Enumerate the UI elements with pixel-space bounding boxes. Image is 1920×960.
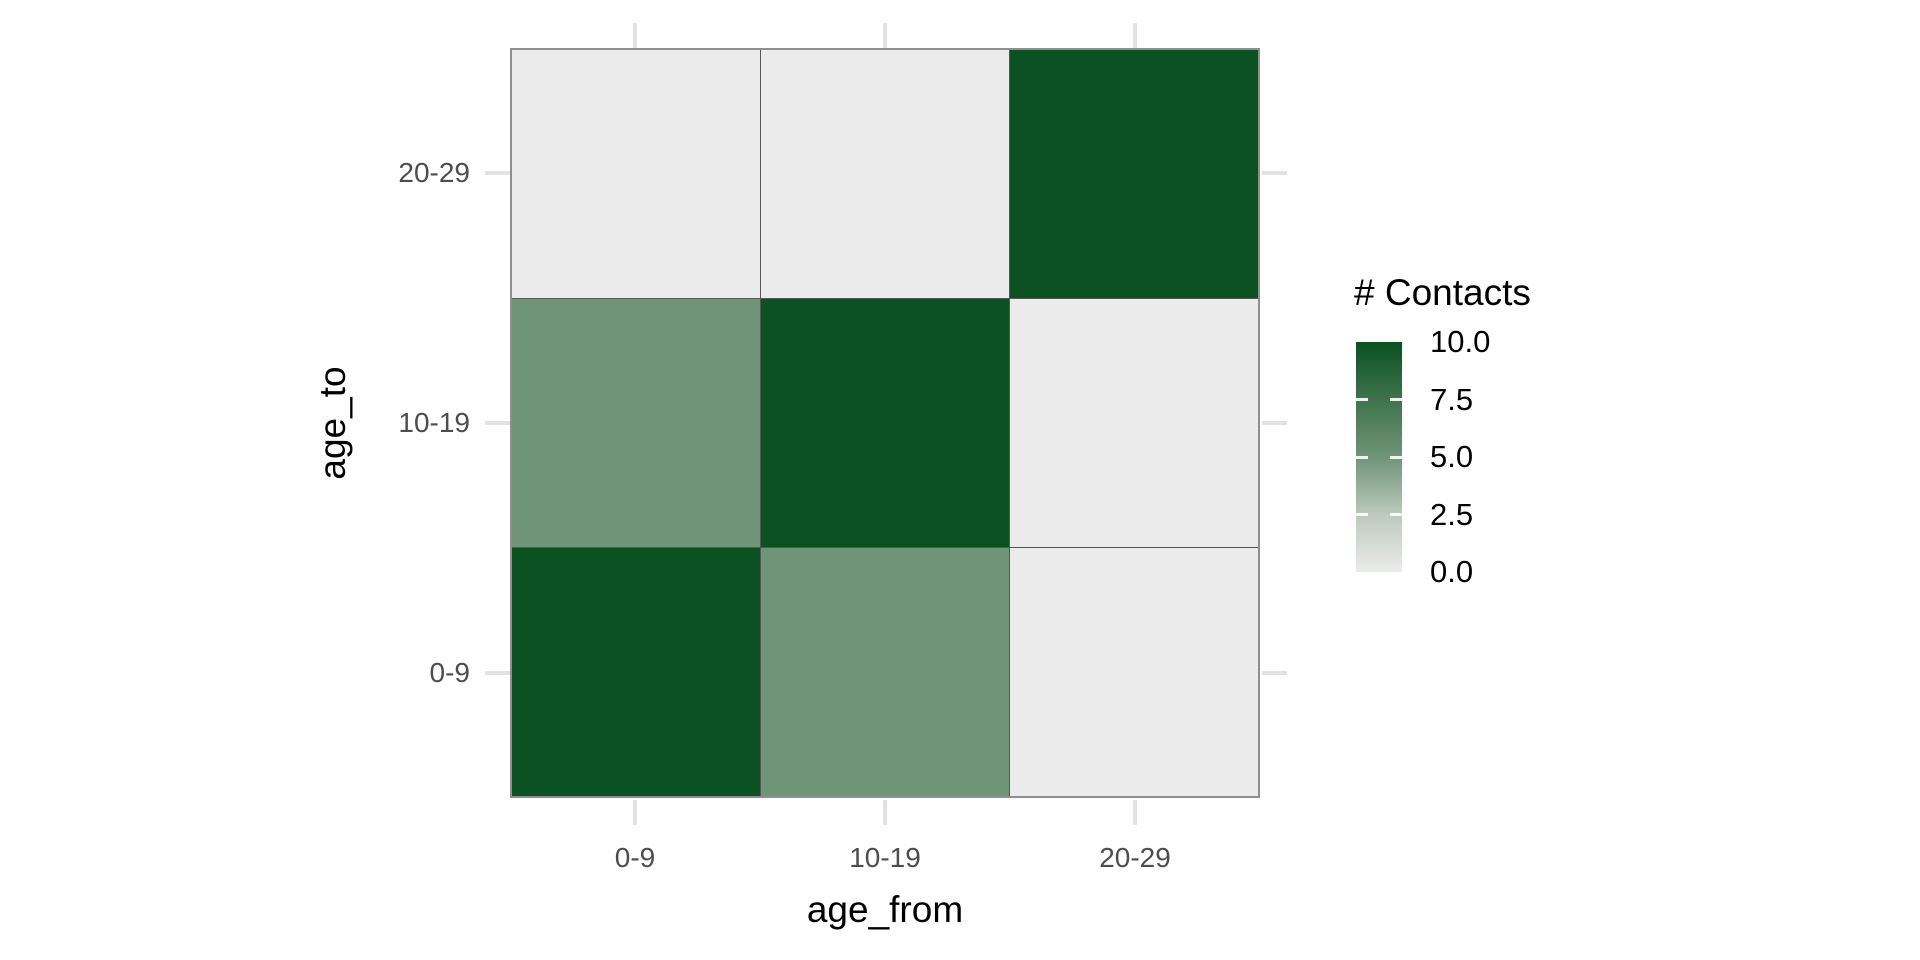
x-axis-tick-bottom — [633, 800, 637, 825]
legend-label: 5.0 — [1430, 439, 1474, 474]
x-tick-label: 0-9 — [614, 842, 656, 873]
heatmap-cell — [512, 548, 760, 796]
y-tick-label: 10-19 — [398, 407, 470, 438]
y-axis-tick-left — [485, 671, 510, 675]
legend-bar-tick — [1356, 455, 1368, 459]
y-axis-tick-left — [485, 421, 510, 425]
legend-bar-tick — [1390, 513, 1402, 516]
legend-bar-tick — [1356, 398, 1368, 401]
legend-label: 0.0 — [1430, 554, 1474, 589]
heatmap-cell — [761, 548, 1009, 796]
y-axis-tick-right — [1262, 671, 1287, 675]
x-axis-tick-top — [883, 23, 887, 48]
legend-label: 7.5 — [1430, 381, 1474, 417]
heatmap-cell — [1010, 548, 1258, 796]
y-axis-tick-left — [485, 171, 510, 175]
x-axis-tick-bottom — [883, 800, 887, 825]
x-axis-tick-top — [633, 23, 637, 48]
legend-title: # Contacts — [1354, 272, 1531, 313]
heatmap-cell — [761, 299, 1009, 547]
x-tick-label: 20-29 — [1099, 842, 1171, 873]
heatmap-cell — [1010, 299, 1258, 547]
y-axis-tick-right — [1262, 171, 1287, 175]
heatmap-cell — [512, 299, 760, 547]
heatmap-grid — [512, 50, 1258, 796]
x-tick-label: 10-19 — [849, 842, 921, 873]
y-axis-tick-right — [1262, 421, 1287, 425]
legend-bar-tick — [1356, 513, 1368, 516]
heatmap-cell — [512, 50, 760, 298]
x-axis-tick-bottom — [1133, 800, 1137, 825]
legend-bar-tick — [1390, 455, 1402, 459]
heatmap-cell — [1010, 50, 1258, 298]
legend-bar-tick — [1390, 398, 1402, 401]
x-axis-title: age_from — [806, 889, 964, 930]
legend-label: 2.5 — [1430, 496, 1474, 532]
plot-panel — [510, 48, 1260, 798]
y-tick-label: 0-9 — [429, 657, 470, 688]
legend-label: 10.0 — [1430, 324, 1491, 359]
y-tick-label: 20-29 — [398, 157, 470, 188]
x-axis-tick-top — [1133, 23, 1137, 48]
heatmap-cell — [761, 50, 1009, 298]
